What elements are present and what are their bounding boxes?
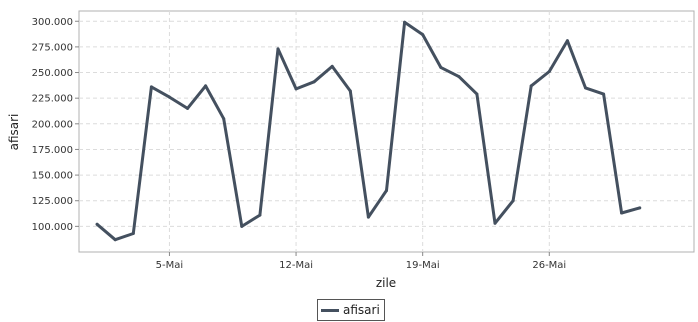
x-tick-label: 12-Mai bbox=[279, 260, 313, 271]
y-tick-label: 275.000 bbox=[32, 42, 73, 53]
y-tick-label: 100.000 bbox=[32, 222, 73, 233]
data-point bbox=[366, 215, 370, 219]
y-tick-label: 300.000 bbox=[32, 17, 73, 28]
series-layer bbox=[95, 20, 642, 242]
data-point bbox=[385, 189, 388, 192]
x-tick-label: 5-Mai bbox=[156, 260, 184, 271]
y-tick-label: 150.000 bbox=[32, 171, 73, 182]
data-point bbox=[403, 20, 407, 24]
legend: afisari bbox=[317, 299, 385, 321]
data-point bbox=[493, 221, 497, 225]
data-point bbox=[584, 86, 587, 90]
x-axis: 5-Mai 12-Mai 19-Mai 26-Mai bbox=[156, 252, 566, 271]
data-point bbox=[620, 211, 624, 215]
data-point bbox=[529, 84, 533, 88]
data-point bbox=[204, 84, 208, 88]
legend-swatch bbox=[321, 308, 339, 312]
data-point bbox=[312, 80, 316, 84]
data-point bbox=[475, 92, 479, 96]
y-tick-label: 175.000 bbox=[32, 145, 73, 156]
data-point bbox=[186, 106, 189, 110]
data-point bbox=[565, 39, 569, 43]
data-point bbox=[276, 47, 280, 51]
data-point bbox=[113, 238, 117, 242]
data-point bbox=[167, 95, 171, 99]
data-point bbox=[330, 64, 334, 68]
y-tick-label: 125.000 bbox=[32, 196, 73, 207]
x-tick-label: 19-Mai bbox=[406, 260, 440, 271]
data-point bbox=[638, 206, 642, 210]
y-axis-title: afisari bbox=[7, 114, 21, 151]
data-point bbox=[294, 87, 298, 91]
data-point bbox=[421, 33, 425, 37]
y-axis: 100.000 125.000 150.000 175.000 200.000 225.0… bbox=[32, 17, 79, 233]
data-point bbox=[95, 222, 99, 226]
x-axis-title: zile bbox=[376, 276, 396, 290]
data-point bbox=[348, 89, 352, 93]
y-tick-label: 200.000 bbox=[32, 119, 73, 130]
data-point bbox=[547, 70, 551, 73]
data-point bbox=[149, 85, 153, 89]
data-point bbox=[511, 199, 515, 203]
plot-area bbox=[78, 10, 695, 253]
data-point bbox=[131, 232, 135, 235]
data-point bbox=[222, 117, 226, 121]
data-point bbox=[258, 213, 262, 217]
y-tick-label: 250.000 bbox=[32, 68, 73, 79]
data-point bbox=[457, 75, 461, 79]
data-point bbox=[240, 224, 244, 228]
data-point bbox=[439, 65, 443, 69]
data-point bbox=[602, 92, 606, 96]
y-tick-label: 225.000 bbox=[32, 94, 73, 105]
x-tick-label: 26-Mai bbox=[532, 260, 566, 271]
grid bbox=[79, 11, 694, 252]
legend-label: afisari bbox=[343, 303, 380, 317]
